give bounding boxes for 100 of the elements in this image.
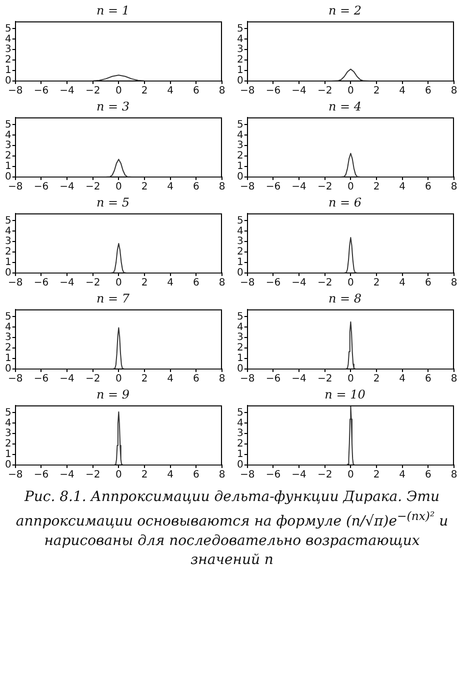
chart-title: n = 7 xyxy=(96,291,130,306)
chart-title: n = 5 xyxy=(96,195,130,210)
x-tick-label: 6 xyxy=(424,374,432,385)
y-tick-label: 2 xyxy=(236,342,244,354)
x-tick-label: −2 xyxy=(317,470,332,481)
x-tick-label: 8 xyxy=(450,86,458,97)
x-tick-label: 8 xyxy=(218,374,226,385)
y-tick-label: 5 xyxy=(4,407,12,418)
x-tick-label: 8 xyxy=(218,278,226,289)
chart-title: n = 3 xyxy=(96,99,130,114)
y-tick-label: 4 xyxy=(4,226,12,237)
x-tick-label: −4 xyxy=(60,470,74,481)
x-tick-label: 6 xyxy=(192,278,200,289)
y-tick-label: 0 xyxy=(236,76,244,87)
x-tick-label: 8 xyxy=(218,470,226,481)
y-tick-label: 0 xyxy=(236,364,244,375)
x-tick-label: 6 xyxy=(424,278,432,289)
y-tick-label: 2 xyxy=(4,438,12,450)
y-tick-label: 5 xyxy=(236,23,244,34)
y-tick-label: 3 xyxy=(4,428,12,440)
y-tick-label: 4 xyxy=(236,226,244,237)
x-tick-label: 6 xyxy=(192,374,200,385)
x-tick-label: −8 xyxy=(8,374,23,385)
chart-title: n = 10 xyxy=(324,387,366,402)
y-tick-label: 2 xyxy=(4,150,12,162)
x-tick-label: 2 xyxy=(373,374,380,385)
x-tick-label: 8 xyxy=(218,182,226,193)
x-tick-label: −4 xyxy=(292,278,306,289)
y-tick-label: 2 xyxy=(4,54,12,66)
y-tick-label: 5 xyxy=(4,23,12,34)
x-tick-label: 0 xyxy=(347,374,354,385)
x-tick-label: 4 xyxy=(399,374,406,385)
x-tick-label: −2 xyxy=(317,182,332,193)
y-tick-label: 2 xyxy=(236,438,244,450)
x-tick-label: 0 xyxy=(347,86,354,97)
y-tick-label: 2 xyxy=(236,150,244,162)
y-tick-label: 5 xyxy=(4,119,12,130)
y-tick-label: 3 xyxy=(4,44,12,56)
x-tick-label: −2 xyxy=(85,470,100,481)
x-tick-label: −8 xyxy=(240,278,255,289)
x-tick-label: −2 xyxy=(85,374,100,385)
y-tick-label: 1 xyxy=(236,65,244,76)
y-tick-label: 4 xyxy=(236,34,244,45)
x-tick-label: 2 xyxy=(141,278,148,289)
y-tick-label: 1 xyxy=(236,353,244,364)
x-tick-label: 4 xyxy=(167,278,174,289)
x-tick-label: −2 xyxy=(85,182,100,193)
chart-title: n = 1 xyxy=(96,3,130,18)
y-tick-label: 1 xyxy=(4,65,12,76)
chart-title: n = 4 xyxy=(328,99,362,114)
y-tick-label: 4 xyxy=(4,322,12,333)
x-tick-label: 4 xyxy=(167,86,174,97)
y-tick-label: 4 xyxy=(4,418,12,429)
x-tick-label: −2 xyxy=(85,86,100,97)
y-tick-label: 3 xyxy=(4,236,12,248)
y-tick-label: 2 xyxy=(236,54,244,66)
y-tick-label: 2 xyxy=(4,246,12,258)
x-tick-label: 2 xyxy=(373,470,380,481)
x-tick-label: 2 xyxy=(373,86,380,97)
x-tick-label: 0 xyxy=(115,278,122,289)
y-tick-label: 3 xyxy=(236,44,244,56)
x-tick-label: −6 xyxy=(266,374,281,385)
x-tick-label: −2 xyxy=(317,86,332,97)
x-tick-label: 2 xyxy=(141,182,148,193)
y-tick-label: 0 xyxy=(4,76,12,87)
x-tick-label: 2 xyxy=(373,278,380,289)
x-tick-label: −4 xyxy=(292,470,306,481)
x-tick-label: 4 xyxy=(399,278,406,289)
x-tick-label: −6 xyxy=(34,470,49,481)
x-tick-label: −8 xyxy=(240,470,255,481)
y-tick-label: 3 xyxy=(4,332,12,344)
x-tick-label: 0 xyxy=(115,86,122,97)
text: Рис. 8.1. Аппроксимации дельта-функции Дирака. Эти аппроксимации основываются на формуле (n/√π)e$^{−(nx)²}$ и нарисованы для последовательно возрастающих значений n xyxy=(16,489,448,568)
x-tick-label: 6 xyxy=(192,86,200,97)
y-tick-label: 5 xyxy=(4,215,12,226)
y-tick-label: 5 xyxy=(236,215,244,226)
x-tick-label: 4 xyxy=(167,470,174,481)
y-tick-label: 1 xyxy=(4,449,12,460)
x-tick-label: −6 xyxy=(34,278,49,289)
x-tick-label: −8 xyxy=(240,182,255,193)
y-tick-label: 4 xyxy=(236,130,244,141)
x-tick-label: −6 xyxy=(266,278,281,289)
y-tick-label: 3 xyxy=(236,332,244,344)
y-tick-label: 1 xyxy=(236,161,244,172)
x-tick-label: 6 xyxy=(424,470,432,481)
x-tick-label: −4 xyxy=(60,278,74,289)
x-tick-label: 4 xyxy=(167,182,174,193)
x-tick-label: −8 xyxy=(8,86,23,97)
x-tick-label: 4 xyxy=(399,86,406,97)
chart-title: n = 9 xyxy=(96,387,130,402)
chart-title: n = 6 xyxy=(328,195,362,210)
x-tick-label: 8 xyxy=(450,470,458,481)
x-tick-label: 4 xyxy=(167,374,174,385)
x-tick-label: −2 xyxy=(85,278,100,289)
x-tick-label: −4 xyxy=(60,182,74,193)
y-tick-label: 0 xyxy=(236,172,244,183)
x-tick-label: 0 xyxy=(347,278,354,289)
y-tick-label: 1 xyxy=(4,353,12,364)
x-tick-label: 6 xyxy=(192,470,200,481)
y-tick-label: 3 xyxy=(236,236,244,248)
